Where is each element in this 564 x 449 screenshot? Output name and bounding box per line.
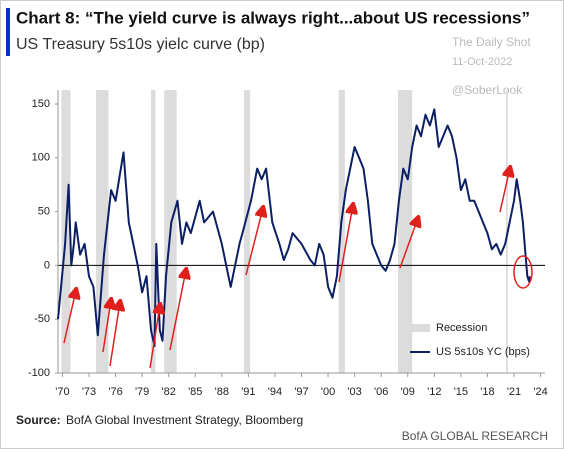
x-tick-label: '88 — [215, 386, 229, 398]
annotations — [63, 168, 533, 369]
watermark: @SoberLook — [452, 83, 523, 97]
arrow — [338, 205, 353, 283]
recession-band — [150, 90, 156, 373]
chart-title: Chart 8: “The yield curve is always righ… — [16, 8, 530, 27]
y-tick-label: 150 — [32, 98, 50, 110]
x-tick-label: '97 — [294, 386, 308, 398]
recession-band — [338, 90, 345, 373]
x-tick-label: '03 — [347, 386, 361, 398]
watermark: The Daily Shot — [452, 35, 531, 49]
highlight-circle — [513, 255, 533, 289]
x-tick-label: '85 — [188, 386, 202, 398]
series-line — [57, 108, 531, 348]
x-tick-label: '00 — [321, 386, 335, 398]
arrow — [169, 270, 186, 351]
y-tick-label: 0 — [44, 259, 50, 271]
arrow — [245, 208, 263, 276]
x-tick-label: '70 — [55, 386, 69, 398]
x-tick-label: '12 — [427, 386, 441, 398]
watermark: 11-Oct-2022 — [452, 56, 512, 68]
arrow — [399, 218, 418, 269]
chart-subtitle: US Treasury 5s10s yielc curve (bp) — [16, 36, 265, 53]
y-tick-label: -50 — [34, 313, 50, 325]
x-tick-label: '18 — [480, 386, 494, 398]
x-tick-label: '06 — [374, 386, 388, 398]
source-label: Source: — [16, 413, 61, 427]
source: BofA Global Investment Strategy, Bloombe… — [66, 413, 303, 427]
y-tick-label: 50 — [38, 205, 50, 217]
y-tick-label: 100 — [32, 152, 50, 164]
x-tick-label: '09 — [401, 386, 415, 398]
legend-swatch — [410, 324, 430, 332]
x-tick-label: '15 — [454, 386, 468, 398]
x-tick-label: '91 — [241, 386, 255, 398]
plot: -100 -50 0 50 100 150 '70 '73 '76 '79 '82 '85 '88 '91… — [28, 90, 548, 398]
x-tick-label: '79 — [135, 386, 149, 398]
arrow — [63, 290, 76, 344]
x-tick-label: '76 — [108, 386, 122, 398]
arrow — [149, 305, 160, 369]
x-tick-label: '82 — [162, 386, 176, 398]
x-tick-label: '21 — [507, 386, 521, 398]
arrow — [499, 168, 510, 213]
recession-band — [398, 90, 413, 373]
y-tick-label: -100 — [28, 367, 50, 379]
x-tick-label: '94 — [268, 386, 282, 398]
legend-label: Recession — [436, 322, 487, 334]
legend-label: US 5s10s YC (bps) — [436, 346, 530, 358]
footer: BofA GLOBAL RESEARCH — [402, 429, 548, 443]
accent-bar — [6, 8, 10, 56]
x-tick-label: '73 — [82, 386, 96, 398]
recession-band — [243, 90, 251, 373]
arrow — [109, 302, 120, 367]
arrow — [102, 300, 111, 353]
x-tick-label: '24 — [533, 386, 547, 398]
